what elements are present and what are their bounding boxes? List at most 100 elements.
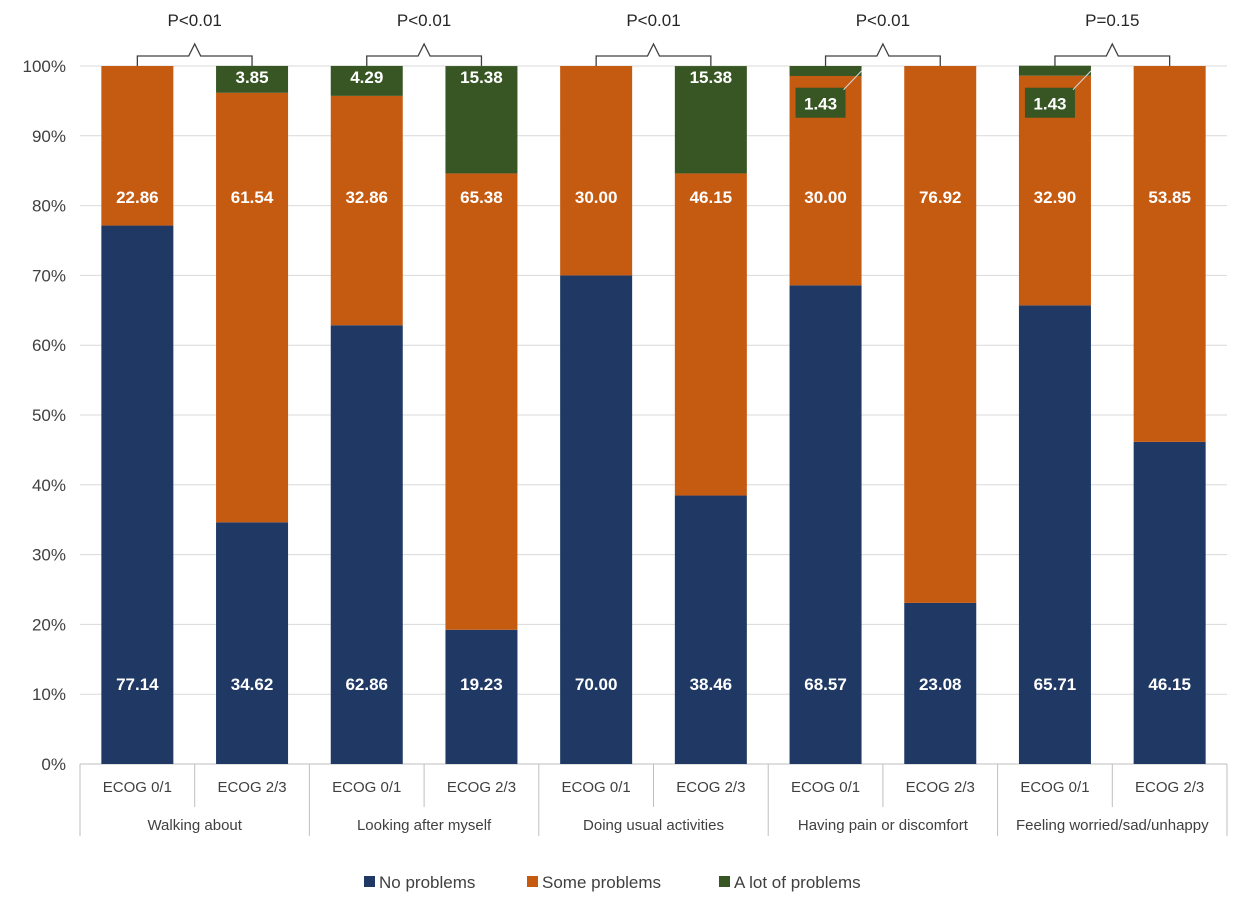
data-label: 15.38: [690, 68, 733, 87]
data-label: 46.15: [690, 188, 733, 207]
bar-segment-some-problems: [674, 173, 747, 496]
callout-box: [1024, 87, 1075, 118]
data-label: 65.71: [1034, 675, 1077, 694]
bar-segment-some-problems: [904, 66, 977, 603]
group-label: Having pain or discomfort: [798, 817, 969, 834]
bar-label: ECOG 0/1: [791, 779, 860, 796]
bar-segment-no-problems: [330, 325, 403, 764]
y-tick-label: 50%: [32, 406, 66, 425]
bar-segment-a-lot-of-problems: [216, 65, 289, 93]
callout-leader: [843, 70, 862, 91]
p-value-label: P<0.01: [856, 11, 910, 30]
bar-label: ECOG 0/1: [332, 779, 401, 796]
bar-segment-no-problems: [1133, 441, 1206, 764]
bar-label: ECOG 2/3: [906, 779, 975, 796]
data-label: 65.38: [460, 188, 503, 207]
p-value-label: P<0.01: [397, 11, 451, 30]
bar-segment-a-lot-of-problems: [445, 66, 518, 174]
y-tick-label: 20%: [32, 615, 66, 634]
y-tick-label: 40%: [32, 476, 66, 495]
y-tick-label: 90%: [32, 127, 66, 146]
bar-segment-some-problems: [101, 66, 174, 226]
bar-segment-no-problems: [789, 285, 862, 764]
bar-segment-no-problems: [1018, 305, 1091, 764]
bar-label: ECOG 2/3: [676, 779, 745, 796]
y-tick-label: 100%: [23, 57, 66, 76]
bar-segment-some-problems: [216, 92, 289, 523]
bar-segment-no-problems: [560, 275, 633, 764]
data-label: 30.00: [804, 188, 847, 207]
y-tick-label: 70%: [32, 266, 66, 285]
group-label: Walking about: [147, 817, 242, 834]
legend-swatch: [527, 876, 538, 887]
p-value-label: P=0.15: [1085, 11, 1139, 30]
bar-segment-a-lot-of-problems: [330, 65, 403, 96]
bar-label: ECOG 0/1: [562, 779, 631, 796]
data-label: 4.29: [350, 68, 383, 87]
p-value-bracket: [1054, 42, 1171, 66]
group-label: Feeling worried/sad/unhappy: [1016, 817, 1209, 834]
data-label: 70.00: [575, 675, 618, 694]
data-label: 77.14: [116, 675, 159, 694]
bar-label: ECOG 0/1: [1020, 779, 1089, 796]
bar-segment-no-problems: [445, 629, 518, 764]
data-label: 32.90: [1034, 188, 1077, 207]
bar-segment-no-problems: [904, 602, 977, 764]
legend-swatch: [719, 876, 730, 887]
legend-swatch: [364, 876, 375, 887]
p-value-bracket: [824, 42, 941, 66]
data-label: 34.62: [231, 675, 274, 694]
group-label: Looking after myself: [357, 817, 492, 834]
data-label: 62.86: [345, 675, 388, 694]
data-label: 53.85: [1148, 188, 1191, 207]
data-label: 1.43: [1033, 95, 1066, 114]
data-labels: 77.14 22.86 34.62 61.54 3.85 62.86 32.86 4.29 19…: [116, 68, 1191, 694]
legend-label: A lot of problems: [734, 873, 861, 892]
p-value-annotations: P<0.01 P<0.01 P<0.01 P<0.01 P=0.15: [136, 11, 1171, 66]
data-label: 15.38: [460, 68, 503, 87]
p-value-bracket: [136, 42, 253, 66]
data-label: 1.43: [804, 95, 837, 114]
callout-box: [795, 87, 846, 118]
group-label: Doing usual activities: [583, 817, 724, 834]
data-label: 3.85: [236, 68, 269, 87]
p-value-label: P<0.01: [626, 11, 680, 30]
y-tick-label: 30%: [32, 546, 66, 565]
bar-label: ECOG 2/3: [1135, 779, 1204, 796]
bar-segment-some-problems: [445, 173, 518, 630]
data-label: 38.46: [690, 675, 733, 694]
y-tick-label: 80%: [32, 197, 66, 216]
p-value-bracket: [595, 42, 712, 66]
data-label: 30.00: [575, 188, 618, 207]
bar-segment-a-lot-of-problems: [789, 66, 862, 76]
data-label: 61.54: [231, 188, 274, 207]
callout-leader: [1072, 70, 1092, 91]
y-tick-label: 10%: [32, 685, 66, 704]
bar-label: ECOG 2/3: [217, 779, 286, 796]
bar-segment-a-lot-of-problems: [674, 66, 747, 174]
bar-label: ECOG 2/3: [447, 779, 516, 796]
p-value-bracket: [366, 42, 483, 66]
bar-segment-some-problems: [560, 66, 633, 276]
legend-label: No problems: [379, 873, 475, 892]
data-label: 68.57: [804, 675, 847, 694]
bar-label: ECOG 0/1: [103, 779, 172, 796]
bar-segment-no-problems: [216, 522, 289, 764]
legend: No problems Some problems A lot of problem…: [364, 873, 861, 892]
legend-label: Some problems: [542, 873, 661, 892]
data-label: 23.08: [919, 675, 962, 694]
bar-segment-no-problems: [101, 225, 174, 764]
bar-segment-a-lot-of-problems: [1018, 65, 1091, 76]
axes: 0% 10% 20% 30% 40% 50% 60% 70% 80% 90% 100% ECOG 0/…: [23, 57, 1228, 836]
bars: [101, 65, 1206, 764]
bar-segment-some-problems: [330, 95, 403, 326]
data-label: 32.86: [345, 188, 388, 207]
data-label: 76.92: [919, 188, 962, 207]
data-label: 22.86: [116, 188, 159, 207]
y-tick-label: 0%: [41, 755, 66, 774]
data-label: 46.15: [1148, 675, 1191, 694]
bar-segment-some-problems: [1133, 66, 1206, 442]
y-tick-label: 60%: [32, 336, 66, 355]
